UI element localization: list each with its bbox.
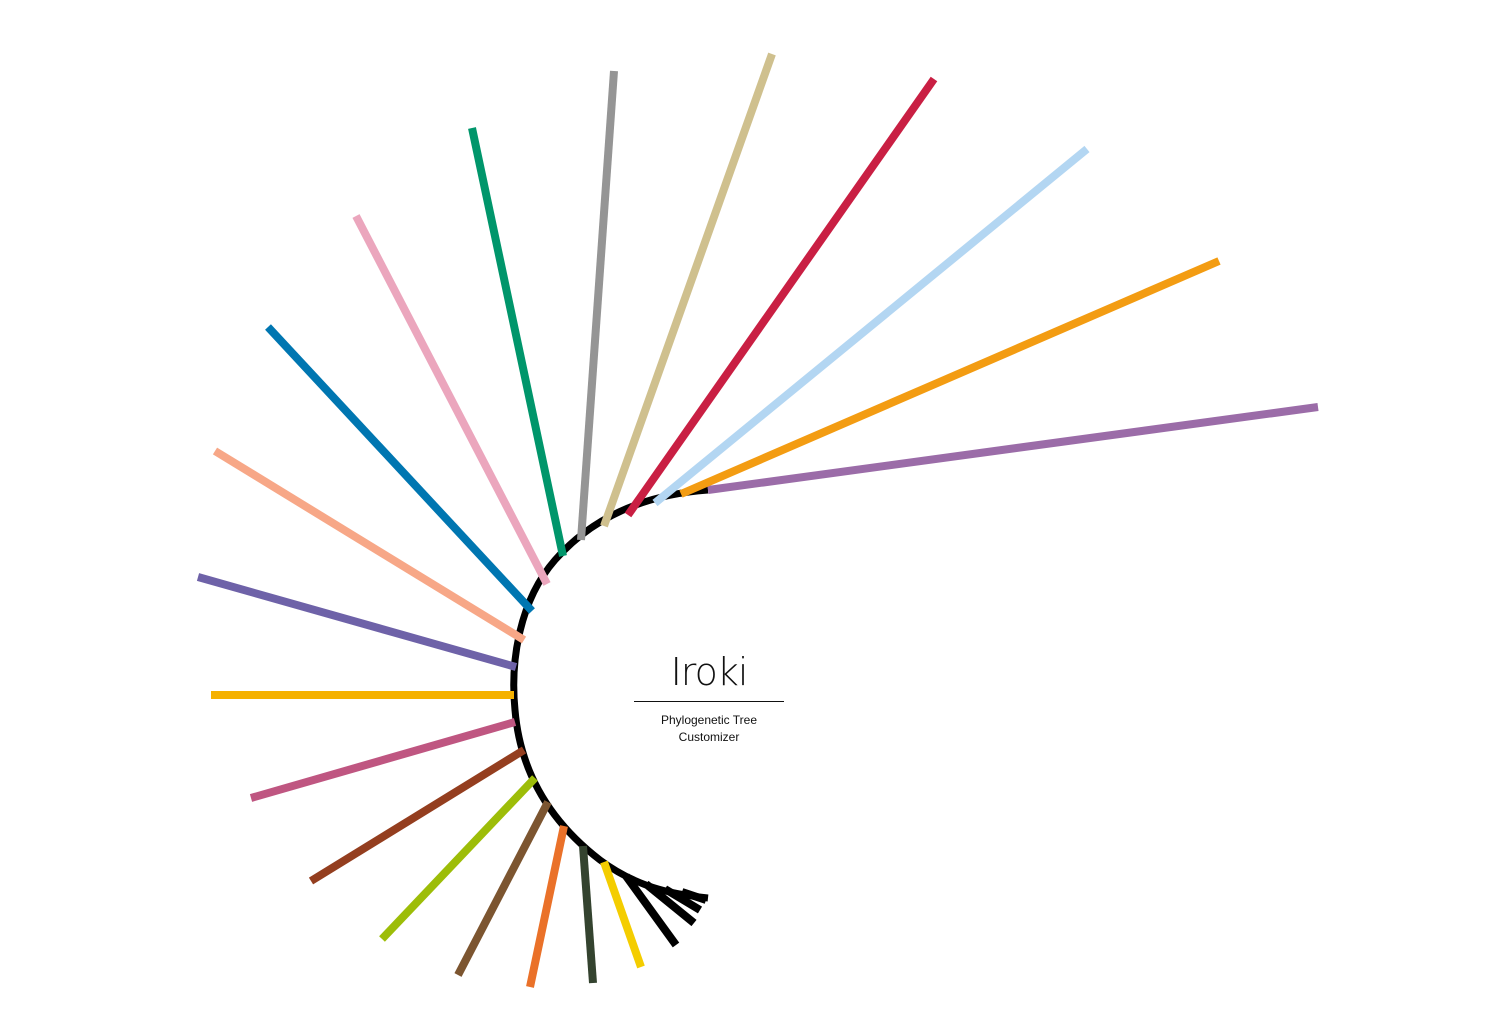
tree-branch-18	[579, 845, 597, 984]
tree-branch-19	[600, 860, 645, 969]
tree-branch-1	[707, 403, 1319, 494]
logo-divider	[634, 701, 784, 702]
tree-branch-10	[212, 447, 527, 644]
logo-subtitle-line-1: Phylogenetic Tree	[660, 713, 758, 727]
tree-branch-22	[662, 885, 703, 914]
logo-title: Iroki	[670, 650, 749, 694]
tree-branch-9	[265, 324, 535, 614]
tree-branch-8	[352, 214, 551, 586]
tree-branch-20	[622, 873, 680, 948]
tree-branch-14	[308, 746, 527, 885]
tree-branch-7	[468, 127, 567, 557]
tree-branch-2	[679, 257, 1221, 498]
tree-branch-3	[652, 145, 1090, 507]
iroki-logo: Iroki Phylogenetic Tree Customizer	[634, 648, 784, 746]
tree-branch-15	[379, 775, 538, 942]
tree-branch-6	[577, 70, 618, 541]
tree-branch-13	[249, 718, 517, 802]
tree-branch-23	[680, 888, 708, 904]
tree-branch-16	[454, 800, 552, 977]
logo-subtitle-line-2: Customizer	[678, 730, 740, 744]
tree-branch-21	[643, 880, 697, 927]
tree-branch-11	[196, 573, 518, 671]
tree-branch-5	[600, 52, 776, 528]
tree-branch-17	[526, 825, 568, 988]
tree-branch-4	[624, 76, 938, 518]
tree-trunk-arc	[510, 486, 709, 902]
